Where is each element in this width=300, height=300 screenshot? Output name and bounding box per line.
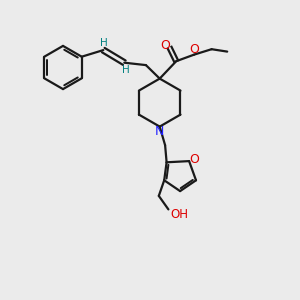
Text: O: O bbox=[189, 153, 199, 166]
Text: O: O bbox=[189, 43, 199, 56]
Text: H: H bbox=[100, 38, 108, 49]
Text: O: O bbox=[160, 39, 170, 52]
Text: N: N bbox=[155, 125, 164, 138]
Text: H: H bbox=[122, 65, 130, 75]
Text: OH: OH bbox=[170, 208, 188, 221]
